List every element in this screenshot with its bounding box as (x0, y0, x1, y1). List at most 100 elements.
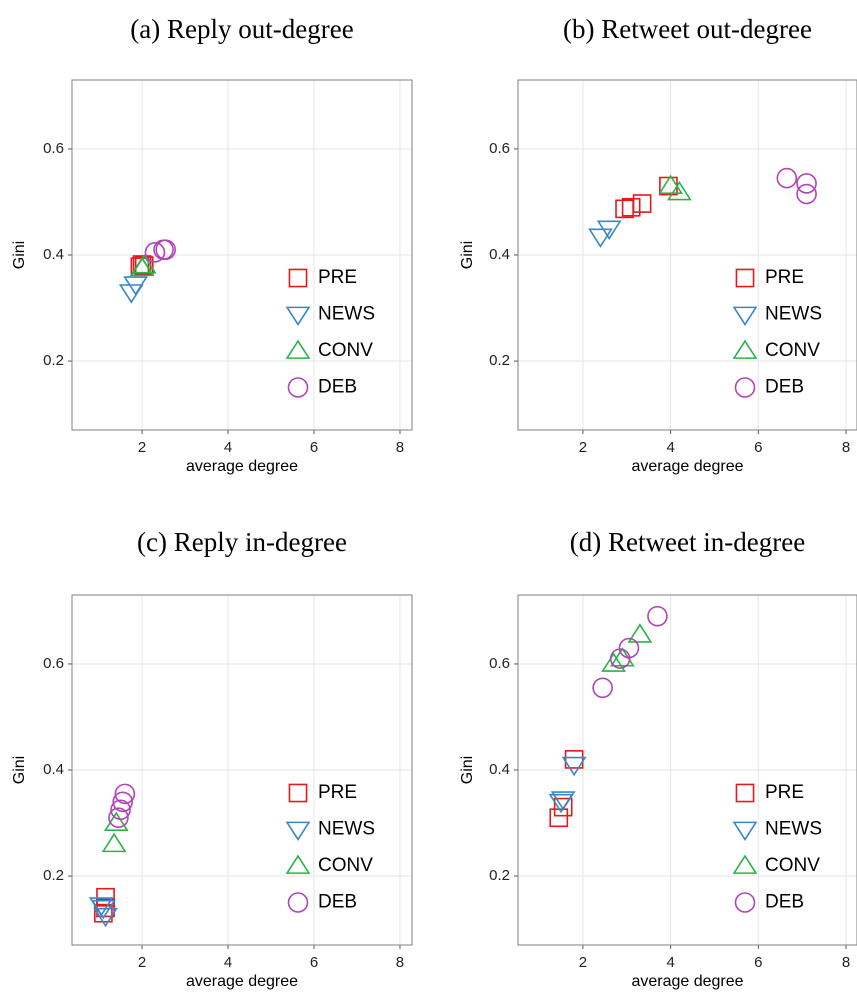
legend-marker (735, 268, 755, 288)
triangle-up-marker (103, 811, 129, 831)
circle-marker (776, 167, 798, 189)
legend-marker (288, 268, 308, 288)
circle-marker (108, 807, 129, 829)
y-tick-label: 0.2 (43, 867, 64, 884)
circle-marker (618, 637, 640, 659)
triangle-up-marker (667, 180, 692, 201)
series (118, 276, 149, 304)
x-tick-label: 4 (224, 954, 232, 971)
legend-marker (287, 892, 309, 913)
x-tick-label: 8 (842, 439, 850, 456)
legend-label: NEWS (318, 304, 375, 325)
triangle-down-marker (596, 220, 622, 240)
square-marker (564, 750, 584, 769)
legend-marker (732, 339, 758, 359)
panel-title: (a) Reply out-degree (130, 14, 353, 44)
circle-marker (796, 183, 817, 205)
x-tick-label: 4 (224, 439, 232, 456)
y-tick-label: 0.6 (43, 655, 64, 672)
square-marker (621, 197, 641, 217)
legend-label: DEB (765, 377, 804, 398)
circle-marker (110, 799, 131, 821)
x-tick-label: 2 (138, 954, 146, 971)
y-tick-label: 0.4 (43, 246, 64, 263)
x-axis-label: average degree (631, 458, 743, 475)
triangle-down-marker (550, 791, 576, 811)
series (592, 605, 668, 699)
legend-marker (288, 783, 308, 803)
series (776, 167, 817, 205)
y-axis-label: Gini (11, 756, 28, 784)
triangle-up-marker (101, 832, 127, 853)
y-axis-label: Gini (459, 756, 476, 784)
legend-marker (732, 821, 758, 841)
triangle-up-marker (131, 254, 157, 274)
y-tick-label: 0.2 (489, 867, 510, 884)
square-marker (96, 887, 115, 907)
legend-label: CONV (765, 340, 820, 361)
legend-label: NEWS (765, 819, 822, 840)
y-tick-label: 0.6 (489, 655, 510, 672)
y-tick-label: 0.4 (43, 761, 64, 778)
legend-label: NEWS (765, 304, 822, 325)
y-axis-label: Gini (459, 241, 476, 269)
legend-label: CONV (765, 855, 820, 876)
square-marker (553, 797, 573, 817)
y-tick-label: 0.4 (489, 761, 510, 778)
x-tick-label: 6 (754, 954, 762, 971)
series (144, 239, 177, 263)
x-tick-label: 8 (842, 954, 850, 971)
circle-marker (647, 605, 668, 627)
circle-marker (796, 173, 817, 194)
series (88, 897, 118, 928)
series (548, 756, 587, 814)
series (108, 783, 136, 829)
y-tick-label: 0.6 (43, 140, 64, 157)
x-tick-label: 4 (666, 439, 674, 456)
circle-marker (155, 239, 177, 260)
legend-label: DEB (765, 892, 804, 913)
triangle-up-marker (601, 652, 626, 672)
panel-title: (c) Reply in-degree (137, 527, 347, 557)
series (658, 174, 692, 201)
legend-marker (287, 377, 309, 398)
x-axis-label: average degree (186, 973, 298, 990)
plot-border (517, 594, 857, 946)
legend-marker (285, 339, 311, 359)
y-tick-label: 0.4 (489, 246, 510, 263)
x-tick-label: 8 (396, 439, 404, 456)
legend-label: PRE (765, 267, 804, 288)
plot-border (71, 79, 413, 431)
square-marker (632, 194, 652, 213)
y-tick-label: 0.2 (489, 352, 510, 369)
legend-marker (732, 854, 758, 874)
series (588, 220, 622, 248)
x-tick-label: 6 (310, 954, 318, 971)
legend-label: PRE (765, 782, 804, 803)
circle-marker (144, 242, 166, 263)
legend-label: NEWS (318, 819, 375, 840)
legend-label: PRE (318, 782, 357, 803)
y-axis-label: Gini (11, 241, 28, 269)
triangle-up-marker (658, 174, 684, 194)
circle-marker (114, 783, 136, 805)
x-tick-label: 6 (310, 439, 318, 456)
legend-label: DEB (318, 892, 357, 913)
legend-marker (735, 783, 755, 803)
x-tick-label: 8 (396, 954, 404, 971)
legend-label: CONV (318, 855, 373, 876)
x-tick-label: 6 (754, 439, 762, 456)
legend-marker (285, 854, 311, 874)
legend-marker (734, 892, 756, 913)
panel-title: (b) Retweet out-degree (563, 14, 812, 44)
x-axis-label: average degree (186, 458, 298, 475)
triangle-up-marker (627, 623, 653, 643)
series (101, 811, 129, 853)
circle-marker (592, 677, 613, 699)
plot-border (71, 594, 413, 946)
legend-marker (285, 306, 311, 326)
legend-label: PRE (318, 267, 357, 288)
legend-marker (732, 306, 758, 326)
triangle-down-marker (123, 276, 149, 296)
